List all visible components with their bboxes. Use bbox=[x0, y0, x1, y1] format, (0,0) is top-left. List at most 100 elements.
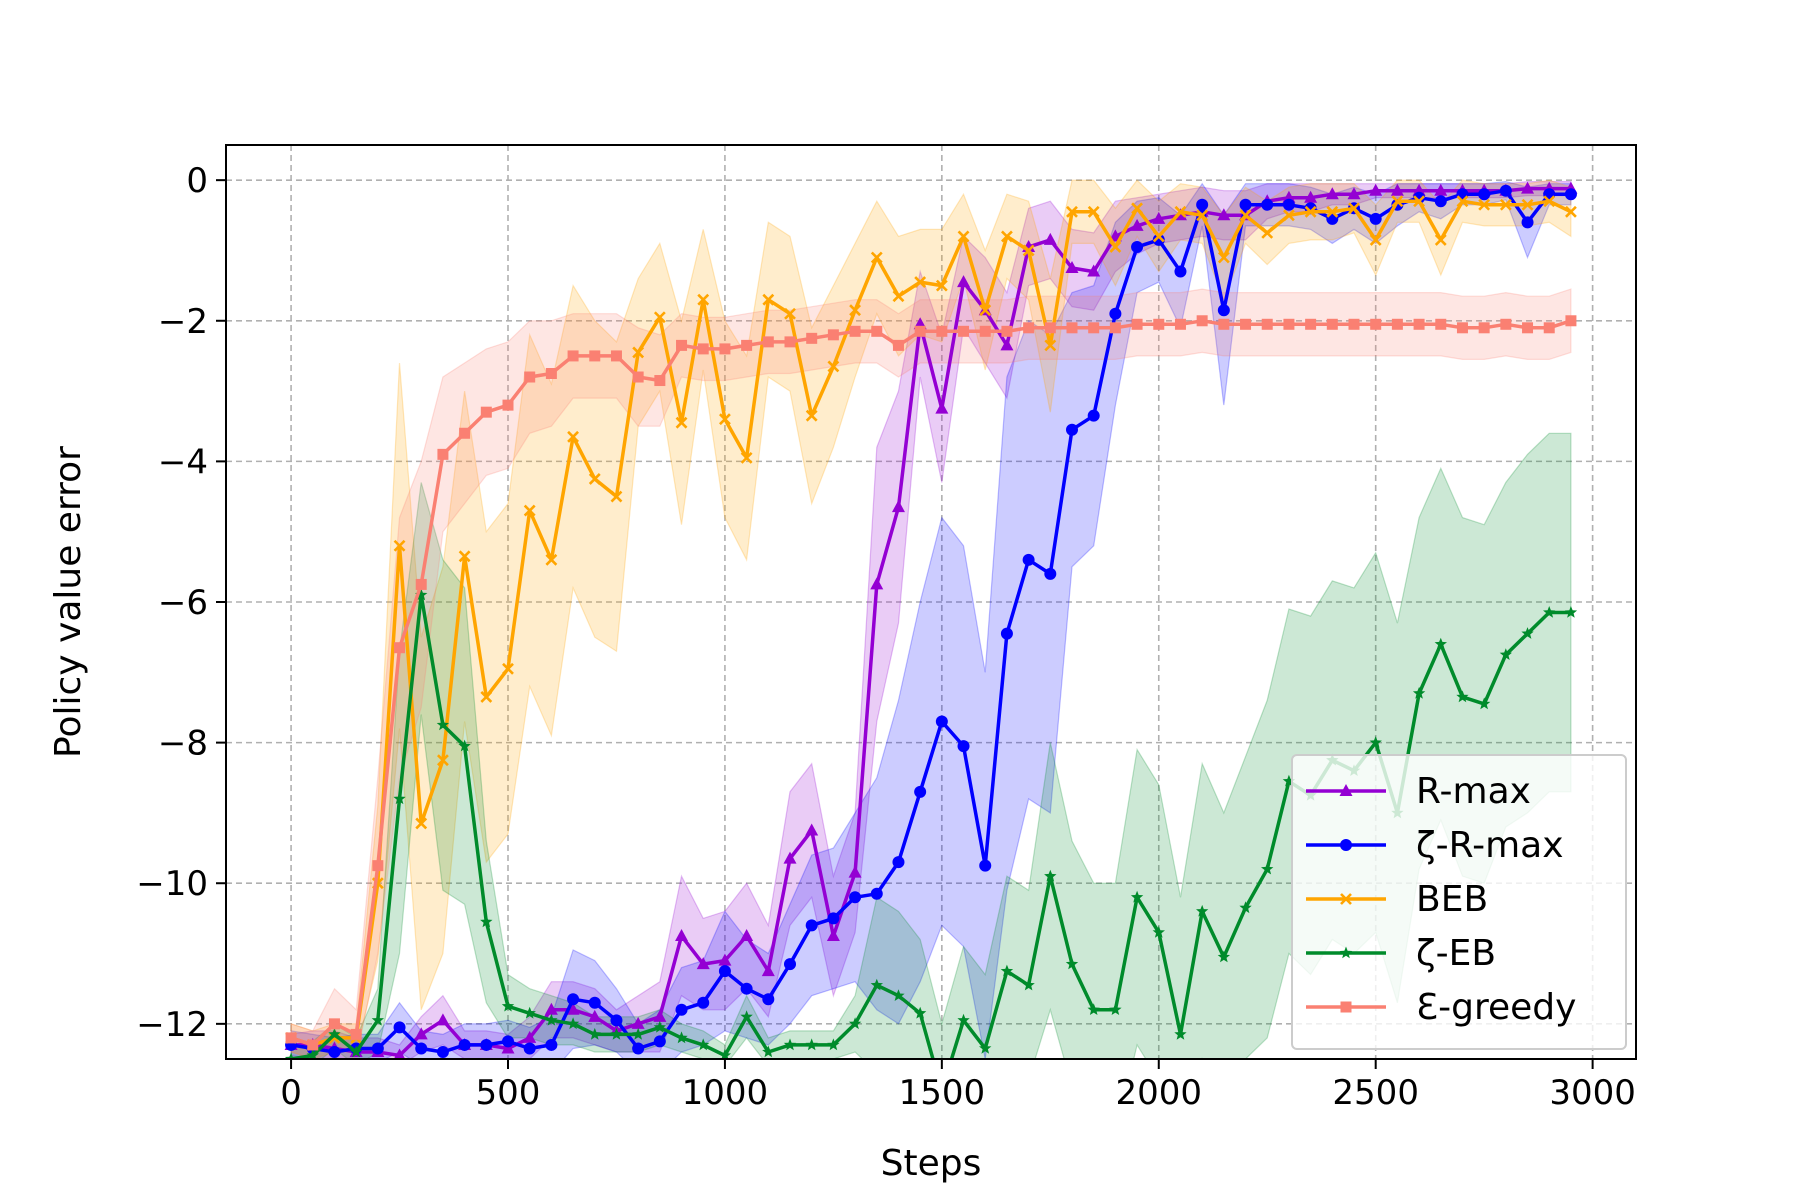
series-3-point bbox=[501, 999, 515, 1012]
series-0-point bbox=[1347, 187, 1361, 200]
series-2-point bbox=[697, 293, 710, 306]
series-4-point bbox=[1348, 318, 1360, 330]
series-3-point bbox=[870, 978, 883, 991]
series-3-point bbox=[1369, 736, 1382, 748]
series-3-point bbox=[1065, 957, 1079, 970]
series-3-point bbox=[957, 1013, 970, 1026]
series-4-point bbox=[394, 642, 406, 654]
series-0-point bbox=[1390, 183, 1404, 196]
series-2-point bbox=[957, 230, 970, 243]
series-2-point bbox=[1413, 195, 1425, 208]
series-1-point bbox=[545, 1038, 558, 1051]
series-1-point bbox=[892, 856, 905, 869]
series-3-point bbox=[740, 1010, 753, 1023]
series-4-point bbox=[1174, 318, 1186, 330]
series-0-point bbox=[870, 577, 884, 590]
series-3-point bbox=[1261, 862, 1274, 875]
legend-marker-3 bbox=[1339, 946, 1353, 959]
series-1-point bbox=[1499, 184, 1512, 197]
series-0-point bbox=[1087, 264, 1101, 277]
series-3-point bbox=[284, 1052, 298, 1059]
series-1-point bbox=[1087, 409, 1100, 422]
series-0-point bbox=[783, 851, 797, 864]
series-4-point bbox=[827, 329, 839, 341]
series-2-point bbox=[415, 817, 428, 830]
series-4-point bbox=[1153, 318, 1165, 330]
series-2-point bbox=[1521, 198, 1534, 211]
series-2-point bbox=[458, 550, 471, 563]
series-4-point bbox=[697, 343, 709, 355]
series-3-point bbox=[1022, 978, 1035, 991]
series-3-point bbox=[545, 1013, 558, 1026]
series-0-point bbox=[566, 1002, 580, 1015]
series-1-point bbox=[979, 859, 992, 872]
series-2-point bbox=[1087, 205, 1100, 218]
series-4-point bbox=[654, 375, 666, 387]
series-3-point bbox=[783, 1038, 797, 1051]
series-2-point bbox=[979, 304, 992, 317]
series-3-point bbox=[1174, 1027, 1187, 1040]
series-3-point bbox=[979, 1042, 992, 1054]
series-2-point bbox=[1369, 233, 1382, 246]
legend-marker-4 bbox=[1340, 1001, 1352, 1013]
series-1-point bbox=[740, 982, 753, 995]
series-1-point bbox=[762, 993, 775, 1006]
series-4-point bbox=[1565, 315, 1577, 327]
series-4-point bbox=[1283, 318, 1295, 330]
series-4-point bbox=[437, 448, 449, 460]
legend-marker-1 bbox=[1340, 839, 1352, 851]
series-1-point bbox=[1066, 423, 1078, 436]
series-2-point bbox=[827, 360, 840, 373]
series-2-point bbox=[1478, 198, 1491, 211]
x-tick-label: 2500 bbox=[1332, 1073, 1419, 1113]
series-1-point bbox=[1000, 627, 1013, 640]
series-0-point bbox=[761, 964, 775, 977]
series-2-point bbox=[1499, 198, 1512, 211]
series-3-point bbox=[415, 588, 428, 601]
series-2-point bbox=[1239, 209, 1252, 222]
series-4-point bbox=[328, 1018, 340, 1030]
legend-label-0: R-max bbox=[1416, 771, 1531, 812]
series-0-point bbox=[891, 500, 905, 513]
series-1-point bbox=[436, 1045, 449, 1058]
series-2-point bbox=[719, 413, 731, 426]
series-2-point bbox=[1131, 202, 1143, 215]
series-4-point bbox=[1240, 318, 1252, 330]
series-4-point bbox=[1370, 318, 1382, 330]
series-4-point bbox=[1305, 318, 1317, 330]
series-2-point bbox=[1391, 195, 1404, 208]
series-1-point bbox=[610, 1014, 623, 1027]
series-3-point bbox=[480, 915, 493, 928]
series-0-point bbox=[414, 1027, 428, 1040]
series-2-point bbox=[393, 539, 406, 552]
series-3-point bbox=[653, 1020, 666, 1033]
series-3-point bbox=[1239, 901, 1252, 914]
series-3-point bbox=[1499, 648, 1512, 660]
series-4-point bbox=[350, 1028, 362, 1040]
legend-label-3: ζ-EB bbox=[1416, 933, 1496, 974]
series-4-point bbox=[610, 350, 622, 362]
x-tick-label: 1000 bbox=[682, 1073, 769, 1113]
series-3-point bbox=[914, 1006, 927, 1019]
legend-label-1: ζ-R-max bbox=[1416, 825, 1564, 866]
series-1-point bbox=[480, 1038, 493, 1051]
series-0-point bbox=[393, 1048, 406, 1059]
y-tick-label: −10 bbox=[136, 864, 208, 904]
series-4-point bbox=[1456, 322, 1468, 334]
series-2-point bbox=[675, 416, 688, 429]
y-tick-label: 0 bbox=[186, 161, 208, 201]
series-4-point bbox=[1218, 318, 1230, 330]
legend-marker-2 bbox=[1340, 893, 1352, 905]
series-0-point bbox=[740, 928, 754, 941]
series-1-point bbox=[805, 919, 818, 932]
series-3-point bbox=[328, 1027, 341, 1040]
series-2-point bbox=[805, 409, 818, 422]
series-3-point bbox=[1109, 1003, 1122, 1015]
legend-label-2: BEB bbox=[1416, 879, 1488, 920]
series-3-point bbox=[1152, 925, 1165, 938]
series-1-point bbox=[458, 1038, 471, 1051]
series-1-point bbox=[1369, 212, 1382, 225]
series-2-point bbox=[1565, 205, 1577, 218]
series-2-point bbox=[1304, 205, 1317, 218]
series-1-point bbox=[415, 1042, 428, 1055]
